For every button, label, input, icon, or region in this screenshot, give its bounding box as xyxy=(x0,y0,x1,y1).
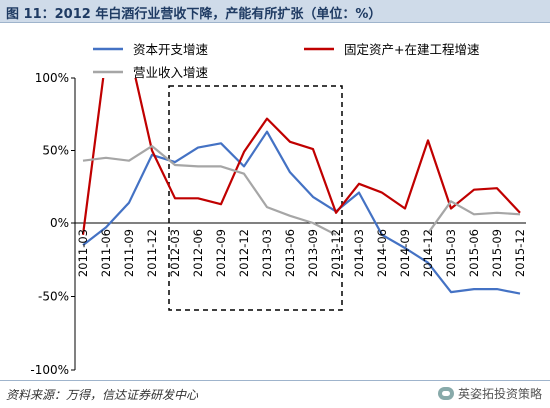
legend-label: 营业收入增速 xyxy=(133,65,209,80)
series-line-1 xyxy=(81,78,521,235)
x-tick-label: 2011-06 xyxy=(99,229,113,277)
x-tick-label: 2013-09 xyxy=(306,229,320,277)
x-tick-label: 2014-03 xyxy=(352,229,366,277)
y-tick-label: 0% xyxy=(50,216,69,230)
y-tick-label: -100% xyxy=(30,363,69,377)
x-tick-label: 2012-09 xyxy=(214,229,228,277)
x-tick-label: 2011-12 xyxy=(145,229,159,277)
watermark: 英姿拓投资策略 xyxy=(437,385,542,402)
source-note: 资料来源：万得，信达证券研发中心 xyxy=(6,388,199,402)
source-bar: 资料来源：万得，信达证券研发中心 英姿拓投资策略 xyxy=(0,380,550,408)
x-tick-label: 2014-06 xyxy=(375,229,389,277)
x-tick-label: 2011-03 xyxy=(76,229,90,277)
legend-label: 固定资产+在建工程增速 xyxy=(344,42,480,57)
x-tick-label: 2014-09 xyxy=(398,229,412,277)
y-tick-label: 100% xyxy=(35,71,69,85)
x-tick-label: 2013-03 xyxy=(260,229,274,277)
x-tick-label: 2013-06 xyxy=(283,229,297,277)
series-line-2 xyxy=(82,145,521,236)
watermark-text: 英姿拓投资策略 xyxy=(457,387,542,401)
chart-title: 图 11：2012 年白酒行业营收下降，产能有所扩张（单位：%） xyxy=(6,7,382,22)
legend-label: 资本开支增速 xyxy=(133,42,209,57)
x-tick-label: 2012-12 xyxy=(237,229,251,277)
x-tick-label: 2012-03 xyxy=(168,229,182,277)
x-tick-label: 2012-06 xyxy=(191,229,205,277)
x-tick-label: 2014-12 xyxy=(421,229,435,277)
chart: -100% -50% 0% 50% 100% 2011-03 2011-06 2011-09 2… xyxy=(30,42,527,377)
x-tick-label: 2015-09 xyxy=(490,229,504,277)
wechat-icon xyxy=(437,387,454,400)
x-tick-label: 2011-09 xyxy=(122,229,136,277)
title-bar: 图 11：2012 年白酒行业营收下降，产能有所扩张（单位：%） xyxy=(0,0,550,23)
y-tick-label: -50% xyxy=(38,290,69,304)
y-tick-label: 50% xyxy=(42,144,69,158)
x-tick-label: 2015-03 xyxy=(444,229,458,277)
x-tick-label: 2013-12 xyxy=(329,229,343,277)
x-tick-label: 2015-06 xyxy=(467,229,481,277)
x-tick-label: 2015-12 xyxy=(513,229,527,277)
